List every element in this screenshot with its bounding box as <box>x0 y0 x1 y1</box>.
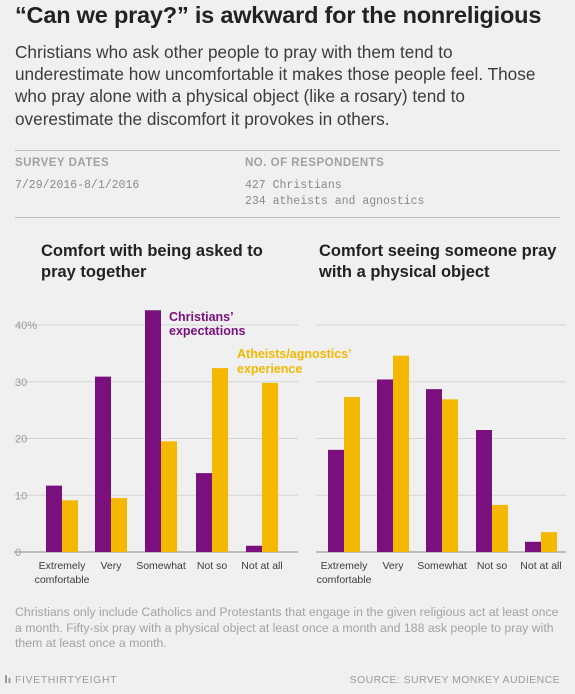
category-label: Somewhat <box>136 560 186 572</box>
bar-chart1-atheists-0 <box>62 500 78 552</box>
page-title: “Can we pray?” is awkward for the nonrel… <box>15 2 542 28</box>
charts-area: 40% 30 20 10 0 Extremely comfortable Very Somewh… <box>14 310 566 586</box>
bar-chart2-christians-4 <box>525 541 541 552</box>
bar-chart2-atheists-4 <box>541 532 557 552</box>
chart-2-title: Comfort seeing someone pray with a physi… <box>319 242 557 281</box>
bar-chart1-christians-4 <box>246 545 262 552</box>
legend-atheists-line2: experience <box>237 362 302 376</box>
fivethirtyeight-logo-icon <box>5 675 11 683</box>
bar-chart1-atheists-2 <box>161 441 177 552</box>
category-label: Somewhat <box>417 560 467 572</box>
respondents-atheists: 234 atheists and agnostics <box>245 195 425 208</box>
category-label: Very <box>100 560 122 572</box>
bar-chart2-christians-0 <box>328 449 344 552</box>
category-label: comfortable <box>35 574 90 586</box>
bar-chart2-christians-3 <box>476 429 492 552</box>
legend-christians-line2: expectations <box>169 324 245 338</box>
bar-chart1-christians-2 <box>145 310 161 552</box>
bar-chart2-atheists-0 <box>344 397 360 552</box>
category-label: Not at all <box>520 560 561 572</box>
bar-chart2-christians-1 <box>377 379 393 552</box>
category-label: Not so <box>477 560 508 572</box>
bar-chart1-atheists-3 <box>212 368 228 552</box>
survey-dates-value: 7/29/2016-8/1/2016 <box>15 179 140 192</box>
bar-chart1-christians-1 <box>95 376 111 552</box>
respondents-christians: 427 Christians <box>245 179 342 192</box>
bar-chart1-christians-0 <box>46 485 62 552</box>
category-label: Not at all <box>241 560 282 572</box>
y-tick-label: 0 <box>15 547 21 559</box>
category-label: comfortable <box>317 574 372 586</box>
category-label: Not so <box>197 560 228 572</box>
respondents-label: NO. OF RESPONDENTS <box>245 157 385 169</box>
bar-chart1-christians-3 <box>196 473 212 552</box>
category-label: Extremely <box>321 560 368 572</box>
legend-christians-line1: Christians’ <box>169 310 234 324</box>
legend-atheists-line1: Atheists/agnostics’ <box>237 347 352 361</box>
bar-chart2-atheists-2 <box>442 399 458 552</box>
bar-chart1-atheists-4 <box>262 382 278 552</box>
bar-chart2-atheists-1 <box>393 355 409 552</box>
source-label: SOURCE: SURVEY MONKEY AUDIENCE <box>349 674 560 686</box>
bar-chart1-atheists-1 <box>111 498 127 552</box>
divider-meta <box>15 217 560 218</box>
bar-chart2-christians-2 <box>426 389 442 552</box>
category-label: Extremely <box>39 560 86 572</box>
bar-chart2-atheists-3 <box>492 504 508 552</box>
divider-top <box>15 150 560 151</box>
y-tick-label: 40% <box>15 320 37 332</box>
y-tick-label: 10 <box>15 490 27 502</box>
y-tick-label: 30 <box>15 377 27 389</box>
y-tick-label: 20 <box>15 434 27 446</box>
chart-1-title: Comfort with being asked to pray togethe… <box>41 242 263 281</box>
page-subtitle: Christians who ask other people to pray … <box>15 42 536 129</box>
category-label: Very <box>382 560 404 572</box>
brand-label: FIVETHIRTYEIGHT <box>15 674 118 686</box>
survey-dates-label: SURVEY DATES <box>15 157 110 169</box>
footnote: Christians only include Catholics and Pr… <box>15 605 559 651</box>
